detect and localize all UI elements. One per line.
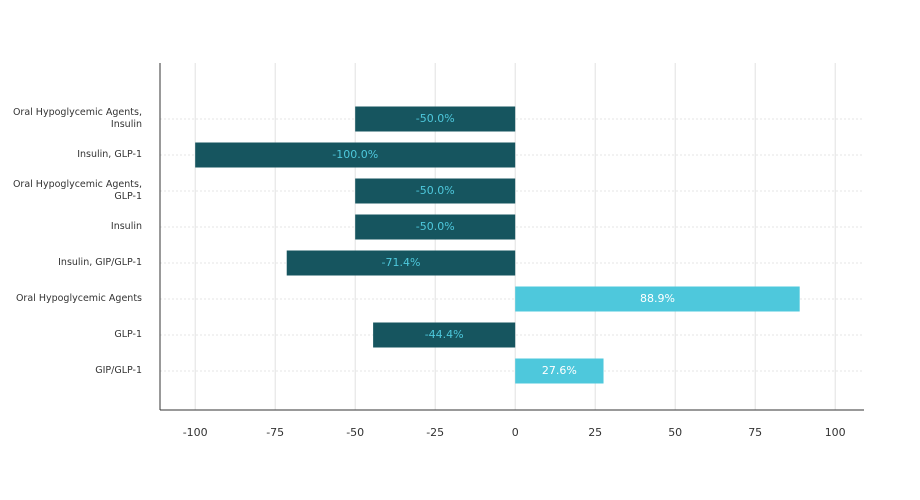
x-tick-label: 0: [512, 426, 519, 439]
x-tick-label: -100: [183, 426, 208, 439]
bar: [195, 142, 516, 168]
bar: [515, 358, 604, 384]
x-tick-label: 25: [588, 426, 602, 439]
value-label: -71.4%: [381, 256, 420, 269]
value-label: -50.0%: [416, 184, 455, 197]
value-label: -50.0%: [416, 112, 455, 125]
value-label: -50.0%: [416, 220, 455, 233]
value-label: 88.9%: [640, 292, 675, 305]
x-tick-label: 75: [748, 426, 762, 439]
y-tick-label: Oral Hypoglycemic Agents, Insulin: [12, 107, 142, 130]
bar: [355, 106, 516, 132]
y-tick-label: Insulin, GIP/GLP-1: [58, 257, 142, 268]
y-tick-label: Insulin: [110, 221, 142, 232]
value-label: -44.4%: [425, 328, 464, 341]
bar: [515, 286, 800, 312]
y-tick-label: Insulin, GLP-1: [77, 149, 142, 160]
x-tick-label: -50: [346, 426, 364, 439]
y-tick-label: GLP-1: [114, 329, 142, 340]
y-tick-label: Oral Hypoglycemic Agents, GLP-1: [12, 179, 142, 202]
y-tick-label: Oral Hypoglycemic Agents: [15, 293, 142, 304]
value-label: -100.0%: [332, 148, 378, 161]
x-tick-label: 100: [825, 426, 846, 439]
bar: [286, 250, 516, 276]
x-tick-label: -75: [266, 426, 284, 439]
value-label: 27.6%: [542, 364, 577, 377]
bar: [373, 322, 516, 348]
x-tick-label: -25: [426, 426, 444, 439]
bar: [355, 178, 516, 204]
x-tick-label: 50: [668, 426, 682, 439]
y-tick-label: GIP/GLP-1: [95, 365, 142, 376]
bar: [355, 214, 516, 240]
